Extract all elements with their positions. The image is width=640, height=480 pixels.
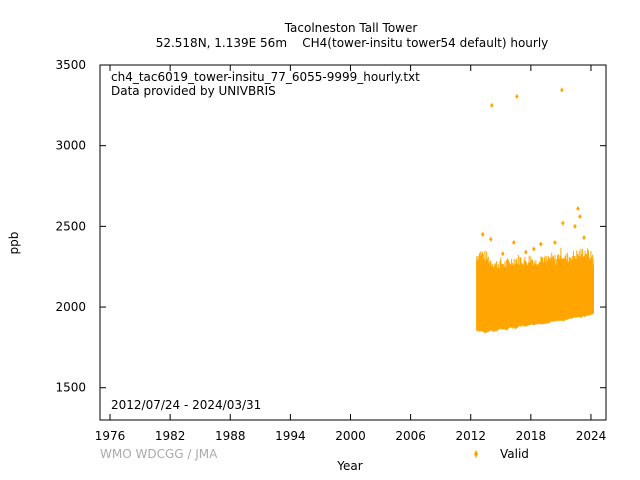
data-point [539,241,543,247]
y-tick-label: 3000 [55,139,86,153]
x-axis-label: Year [336,459,362,473]
data-point [480,231,485,237]
data-point [576,206,580,212]
series-0 [476,87,594,334]
data-point [515,93,519,99]
x-tick-label: 1982 [155,429,186,443]
data-point [524,249,528,255]
y-tick-label: 1500 [55,381,86,395]
data-point [488,236,493,242]
provider-label: Data provided by UNIVBRIS [111,84,276,98]
data-point [578,214,582,220]
date-range-label: 2012/07/24 - 2024/03/31 [111,398,261,412]
axis-ticks: 1976 1982 1988 1994 2000 2006 2012 2018 2024 1500… [55,58,606,443]
x-tick-label: 2018 [516,429,547,443]
legend-label-valid: Valid [500,447,529,461]
data-point [512,240,516,245]
x-tick-label: 2024 [576,429,607,443]
x-tick-label: 2000 [335,429,366,443]
file-label: ch4_tac6019_tower-insitu_77_6055-9999_ho… [111,70,420,84]
y-tick-label: 2000 [55,300,86,314]
legend: Valid [474,447,529,461]
data-point [553,240,557,245]
x-tick-label: 2006 [395,429,426,443]
y-axis-label: ppb [7,232,21,255]
data-point [532,246,536,252]
data-point [582,235,586,241]
x-tick-label: 1976 [95,429,126,443]
data-point [500,251,505,257]
x-tick-label: 1988 [215,429,246,443]
legend-marker-valid [474,450,478,458]
x-tick-label: 2012 [455,429,486,443]
x-tick-label: 1994 [275,429,306,443]
chart-title: Tacolneston Tall Tower [284,21,418,35]
chart-subtitle: 52.518N, 1.139E 56m CH4(tower-insitu tow… [156,36,549,50]
y-tick-label: 3500 [55,58,86,72]
plot-marks [476,87,594,334]
y-tick-label: 2500 [55,219,86,233]
plot-frame [99,64,607,421]
data-point [489,102,494,108]
data-point [561,220,565,226]
data-point [560,87,564,93]
data-point [573,223,577,229]
credit-text: WMO WDCGG / JMA [100,447,218,461]
